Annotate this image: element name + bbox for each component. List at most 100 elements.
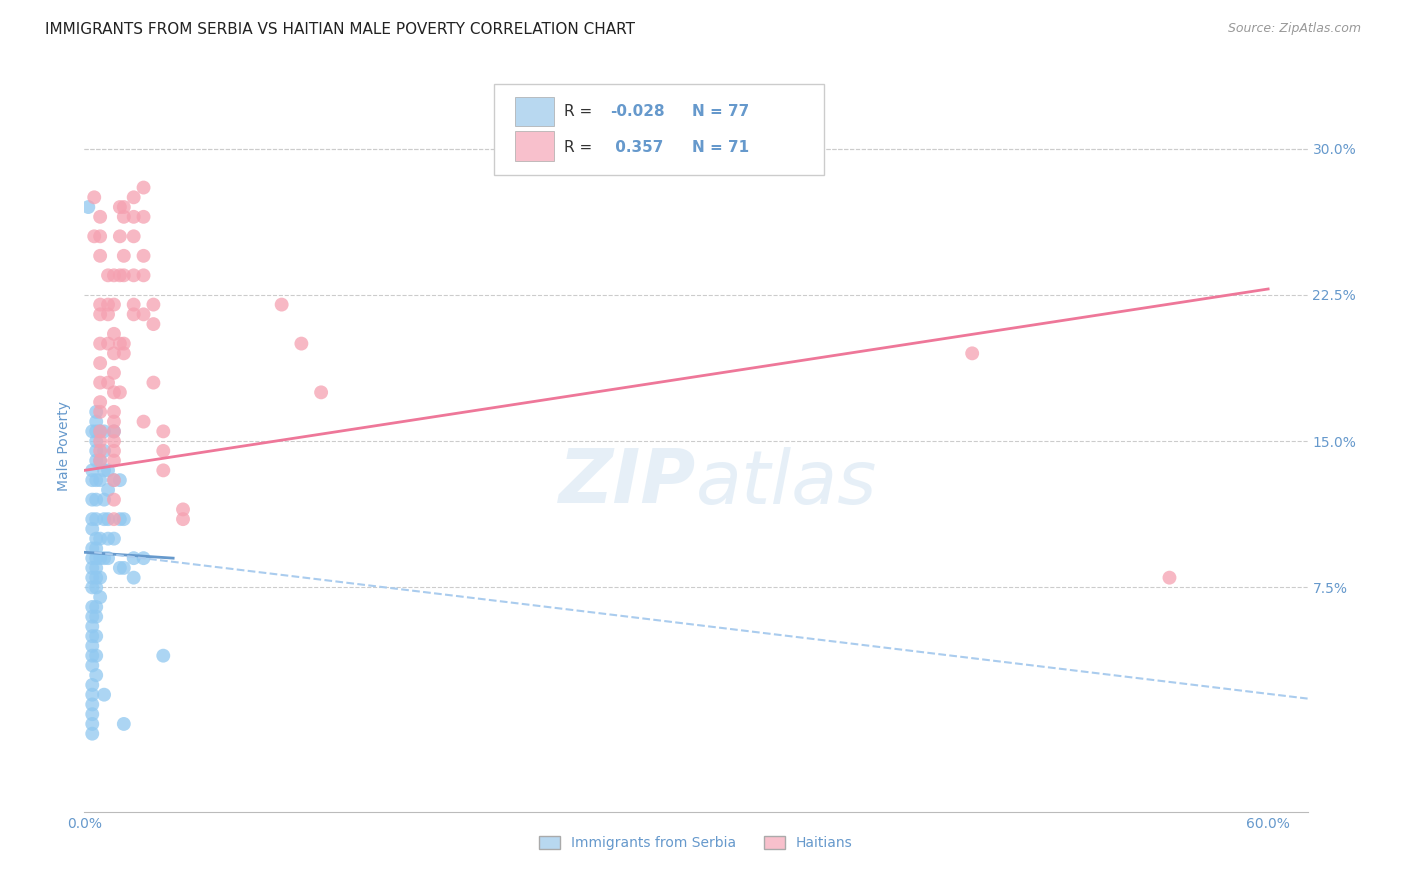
Point (309, 385, 332, 400)
Point (84, 581, 107, 595)
Point (142, 376, 165, 390)
Point (142, 297, 165, 311)
Point (132, 268, 155, 283)
Point (82, 551, 104, 566)
Point (152, 648, 174, 663)
Point (97, 512, 120, 526)
Point (103, 415, 125, 429)
Point (82, 512, 104, 526)
FancyBboxPatch shape (494, 84, 824, 176)
Point (84, 453, 107, 467)
Point (82, 425, 104, 439)
Point (152, 463, 174, 477)
Point (112, 561, 135, 575)
Point (103, 326, 125, 341)
Point (112, 717, 135, 731)
Point (84, 443, 107, 458)
Point (89, 453, 111, 467)
Point (112, 200, 135, 214)
Point (97, 532, 120, 546)
Point (103, 425, 125, 439)
Point (108, 561, 131, 575)
Point (84, 415, 107, 429)
FancyBboxPatch shape (515, 97, 554, 127)
Point (83, 229, 105, 244)
Point (82, 492, 104, 507)
Point (89, 395, 111, 409)
Point (960, 346, 983, 360)
Point (77, 200, 100, 214)
Point (108, 385, 131, 400)
Point (112, 210, 135, 224)
Point (97, 297, 120, 311)
Point (103, 532, 125, 546)
Point (112, 512, 135, 526)
Point (82, 571, 104, 585)
Point (103, 453, 125, 467)
Point (84, 629, 107, 643)
Point (82, 688, 104, 702)
Point (152, 443, 174, 458)
Point (122, 268, 145, 283)
Point (89, 453, 111, 467)
Point (108, 512, 131, 526)
Point (89, 532, 111, 546)
Point (84, 599, 107, 614)
Text: N = 77: N = 77 (692, 104, 749, 120)
Point (97, 268, 120, 283)
Point (142, 317, 165, 331)
Text: Source: ZipAtlas.com: Source: ZipAtlas.com (1227, 22, 1361, 36)
Text: atlas: atlas (696, 447, 877, 518)
FancyBboxPatch shape (515, 131, 554, 161)
Point (112, 336, 135, 351)
Point (103, 443, 125, 458)
Point (103, 385, 125, 400)
Point (82, 678, 104, 692)
Point (93, 512, 115, 526)
Point (103, 297, 125, 311)
Point (82, 541, 104, 556)
Point (152, 425, 174, 439)
Point (89, 336, 111, 351)
Point (89, 443, 111, 458)
Point (89, 590, 111, 604)
Point (84, 571, 107, 585)
Text: N = 71: N = 71 (692, 140, 749, 155)
Point (122, 551, 145, 566)
Point (103, 473, 125, 487)
Point (270, 297, 292, 311)
Point (84, 668, 107, 682)
Point (97, 483, 120, 497)
Point (84, 492, 107, 507)
Point (82, 473, 104, 487)
Point (122, 190, 145, 204)
Point (97, 551, 120, 566)
Point (108, 336, 131, 351)
Point (103, 425, 125, 439)
Point (132, 180, 155, 194)
Point (122, 571, 145, 585)
Point (122, 307, 145, 321)
Point (84, 425, 107, 439)
Point (132, 551, 155, 566)
Point (112, 268, 135, 283)
Point (89, 473, 111, 487)
Point (83, 190, 105, 204)
Point (93, 551, 115, 566)
Point (93, 688, 115, 702)
Point (108, 473, 131, 487)
Point (89, 376, 111, 390)
Point (122, 229, 145, 244)
Point (93, 492, 115, 507)
Point (82, 639, 104, 653)
Point (108, 200, 131, 214)
Point (172, 512, 194, 526)
Point (84, 473, 107, 487)
Text: R =: R = (564, 104, 598, 120)
Point (89, 307, 111, 321)
Point (82, 717, 104, 731)
Point (82, 599, 104, 614)
Point (103, 434, 125, 449)
Point (103, 473, 125, 487)
Text: ZIP: ZIP (558, 446, 696, 519)
